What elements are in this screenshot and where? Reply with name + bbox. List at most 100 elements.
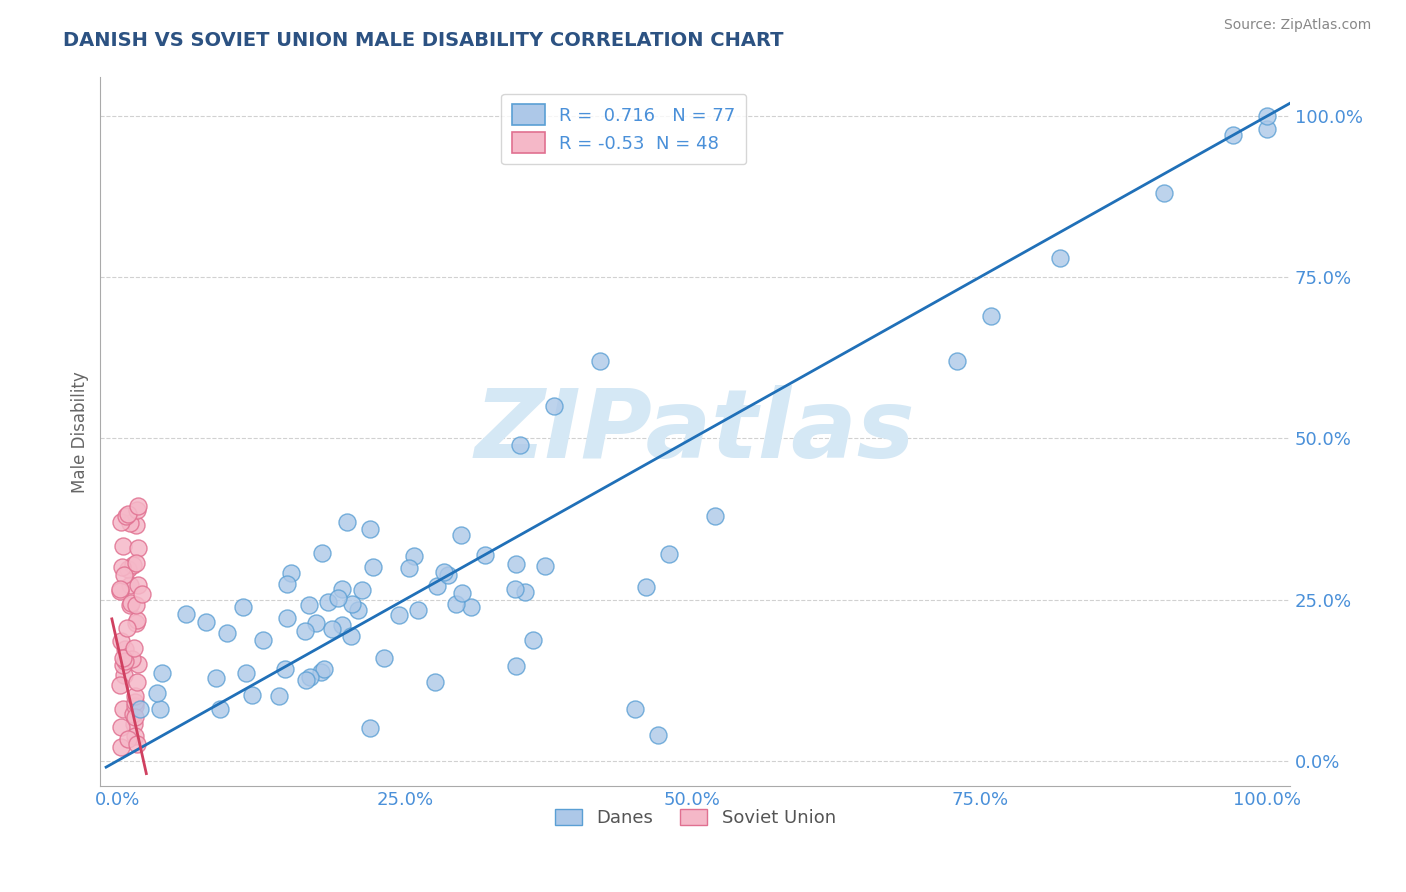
Point bbox=[1256, 122, 1278, 136]
Point bbox=[125, 502, 148, 516]
Point bbox=[276, 610, 298, 624]
Point bbox=[111, 539, 134, 553]
Point bbox=[522, 633, 544, 648]
Point bbox=[945, 354, 967, 368]
Point bbox=[124, 710, 146, 724]
Point bbox=[149, 702, 172, 716]
Point bbox=[1256, 109, 1278, 123]
Point bbox=[450, 528, 472, 542]
Point bbox=[112, 568, 135, 582]
Point bbox=[127, 675, 149, 690]
Point bbox=[205, 671, 228, 685]
Legend: Danes, Soviet Union: Danes, Soviet Union bbox=[547, 802, 844, 834]
Point bbox=[426, 579, 449, 593]
Point bbox=[980, 309, 1002, 323]
Point bbox=[423, 675, 446, 690]
Point bbox=[124, 689, 146, 703]
Point bbox=[124, 518, 146, 533]
Point bbox=[108, 678, 131, 692]
Point bbox=[340, 597, 363, 611]
Point bbox=[406, 603, 429, 617]
Point bbox=[111, 651, 134, 665]
Point bbox=[543, 399, 565, 413]
Point bbox=[1222, 128, 1244, 143]
Point bbox=[110, 516, 132, 530]
Point bbox=[108, 582, 131, 597]
Point bbox=[316, 595, 339, 609]
Point bbox=[232, 599, 254, 614]
Point bbox=[115, 621, 138, 635]
Point bbox=[388, 608, 411, 623]
Point bbox=[294, 673, 316, 687]
Point bbox=[347, 603, 370, 617]
Point bbox=[112, 667, 135, 681]
Point bbox=[118, 598, 141, 612]
Point bbox=[624, 702, 647, 716]
Point bbox=[398, 560, 420, 574]
Point bbox=[127, 578, 149, 592]
Point bbox=[110, 633, 132, 648]
Point bbox=[120, 595, 142, 609]
Point bbox=[115, 509, 138, 524]
Point bbox=[252, 632, 274, 647]
Point bbox=[444, 597, 467, 611]
Point bbox=[373, 650, 395, 665]
Point bbox=[118, 578, 141, 592]
Point bbox=[340, 628, 363, 642]
Point bbox=[122, 706, 145, 721]
Point bbox=[273, 662, 295, 676]
Text: DANISH VS SOVIET UNION MALE DISABILITY CORRELATION CHART: DANISH VS SOVIET UNION MALE DISABILITY C… bbox=[63, 31, 783, 50]
Point bbox=[121, 652, 143, 666]
Point bbox=[294, 624, 316, 638]
Point bbox=[326, 591, 349, 605]
Point bbox=[280, 566, 302, 581]
Point bbox=[127, 541, 149, 556]
Point bbox=[589, 354, 612, 368]
Point bbox=[117, 507, 139, 521]
Point bbox=[336, 515, 359, 529]
Point bbox=[311, 665, 333, 680]
Point bbox=[314, 663, 336, 677]
Point bbox=[269, 689, 291, 703]
Point bbox=[437, 568, 460, 582]
Point bbox=[110, 720, 132, 734]
Point bbox=[304, 616, 326, 631]
Point bbox=[125, 616, 148, 631]
Point bbox=[276, 576, 298, 591]
Point bbox=[127, 499, 149, 513]
Point bbox=[359, 722, 381, 736]
Point bbox=[658, 548, 681, 562]
Point bbox=[321, 622, 343, 636]
Point bbox=[352, 582, 374, 597]
Point bbox=[114, 642, 136, 657]
Point bbox=[117, 731, 139, 746]
Point bbox=[505, 659, 527, 673]
Point bbox=[509, 438, 531, 452]
Point bbox=[402, 549, 425, 564]
Point bbox=[433, 565, 456, 579]
Y-axis label: Male Disability: Male Disability bbox=[72, 371, 89, 493]
Point bbox=[240, 688, 263, 702]
Point bbox=[704, 508, 727, 523]
Point bbox=[215, 626, 238, 640]
Point bbox=[110, 583, 132, 598]
Point bbox=[505, 557, 527, 571]
Point bbox=[636, 580, 658, 594]
Point bbox=[125, 613, 148, 627]
Point bbox=[647, 728, 669, 742]
Point bbox=[111, 658, 134, 673]
Point bbox=[513, 585, 536, 599]
Point bbox=[125, 556, 148, 570]
Point bbox=[474, 548, 496, 562]
Point bbox=[131, 587, 153, 601]
Point bbox=[124, 695, 146, 709]
Point bbox=[127, 657, 149, 671]
Point bbox=[122, 640, 145, 655]
Point bbox=[114, 654, 136, 668]
Point bbox=[534, 558, 557, 573]
Point bbox=[361, 560, 384, 574]
Point bbox=[451, 586, 474, 600]
Point bbox=[117, 562, 139, 576]
Point bbox=[111, 701, 134, 715]
Point bbox=[299, 670, 322, 684]
